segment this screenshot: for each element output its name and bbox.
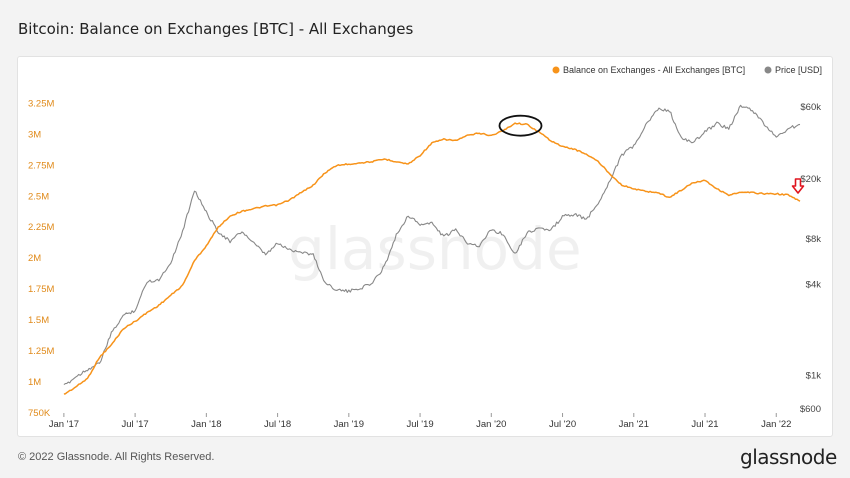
chart-title: Bitcoin: Balance on Exchanges [BTC] - Al… xyxy=(18,20,414,38)
y-right-tick-label: $20k xyxy=(800,174,821,185)
y-left-tick-label: 3.25M xyxy=(28,98,54,109)
y-left-tick-label: 1.25M xyxy=(28,346,54,357)
x-tick-label: Jan '19 xyxy=(334,419,364,430)
y-left-tick-label: 750K xyxy=(28,408,51,419)
x-tick-label: Jul '17 xyxy=(122,419,149,430)
price-series-line xyxy=(63,104,801,386)
legend-price-label: Price [USD] xyxy=(775,65,822,75)
copyright-text: © 2022 Glassnode. All Rights Reserved. xyxy=(18,451,215,463)
y-right-tick-label: $4k xyxy=(806,280,822,291)
x-tick-label: Jul '19 xyxy=(406,419,433,430)
balance-series-line xyxy=(63,122,801,395)
y-left-tick-label: 2.75M xyxy=(28,160,54,171)
y-left-tick-label: 2.25M xyxy=(28,222,54,233)
glassnode-logo[interactable]: glassnode xyxy=(740,445,837,469)
down-arrow-annotation xyxy=(791,178,805,194)
x-tick-label: Jul '20 xyxy=(549,419,576,430)
y-left-tick-label: 3M xyxy=(28,129,41,140)
y-right-tick-label: $60k xyxy=(800,102,821,113)
chart-svg: glassnode 750K 1M 1.25M 1.5M 1.75M 2M 2.25M 2.5M… xyxy=(28,65,822,430)
chart-panel: glassnode 750K 1M 1.25M 1.5M 1.75M 2M 2.25M 2.5M… xyxy=(17,56,833,437)
x-tick-label: Jul '18 xyxy=(264,419,291,430)
y-left-tick-label: 1M xyxy=(28,377,41,388)
y-right-tick-label: $1k xyxy=(806,371,822,382)
y-left-tick-label: 2M xyxy=(28,253,41,264)
x-tick-label: Jan '17 xyxy=(49,419,79,430)
y-left-tick-label: 2.5M xyxy=(28,191,49,202)
legend-balance-marker xyxy=(552,66,560,74)
legend-price-marker xyxy=(764,66,772,74)
legend-balance-label: Balance on Exchanges - All Exchanges [BT… xyxy=(563,65,745,75)
x-tick-label: Jul '21 xyxy=(691,419,718,430)
watermark: glassnode xyxy=(288,215,582,283)
x-tick-label: Jan '21 xyxy=(619,419,649,430)
y-left-tick-label: 1.75M xyxy=(28,284,54,295)
x-tick-label: Jan '20 xyxy=(476,419,506,430)
x-tick-label: Jan '18 xyxy=(191,419,221,430)
y-right-tick-label: $600 xyxy=(800,404,821,415)
y-left-tick-label: 1.5M xyxy=(28,315,49,326)
peak-circle-annotation xyxy=(498,114,543,137)
x-tick-label: Jan '22 xyxy=(761,419,791,430)
y-right-tick-label: $8k xyxy=(806,234,822,245)
